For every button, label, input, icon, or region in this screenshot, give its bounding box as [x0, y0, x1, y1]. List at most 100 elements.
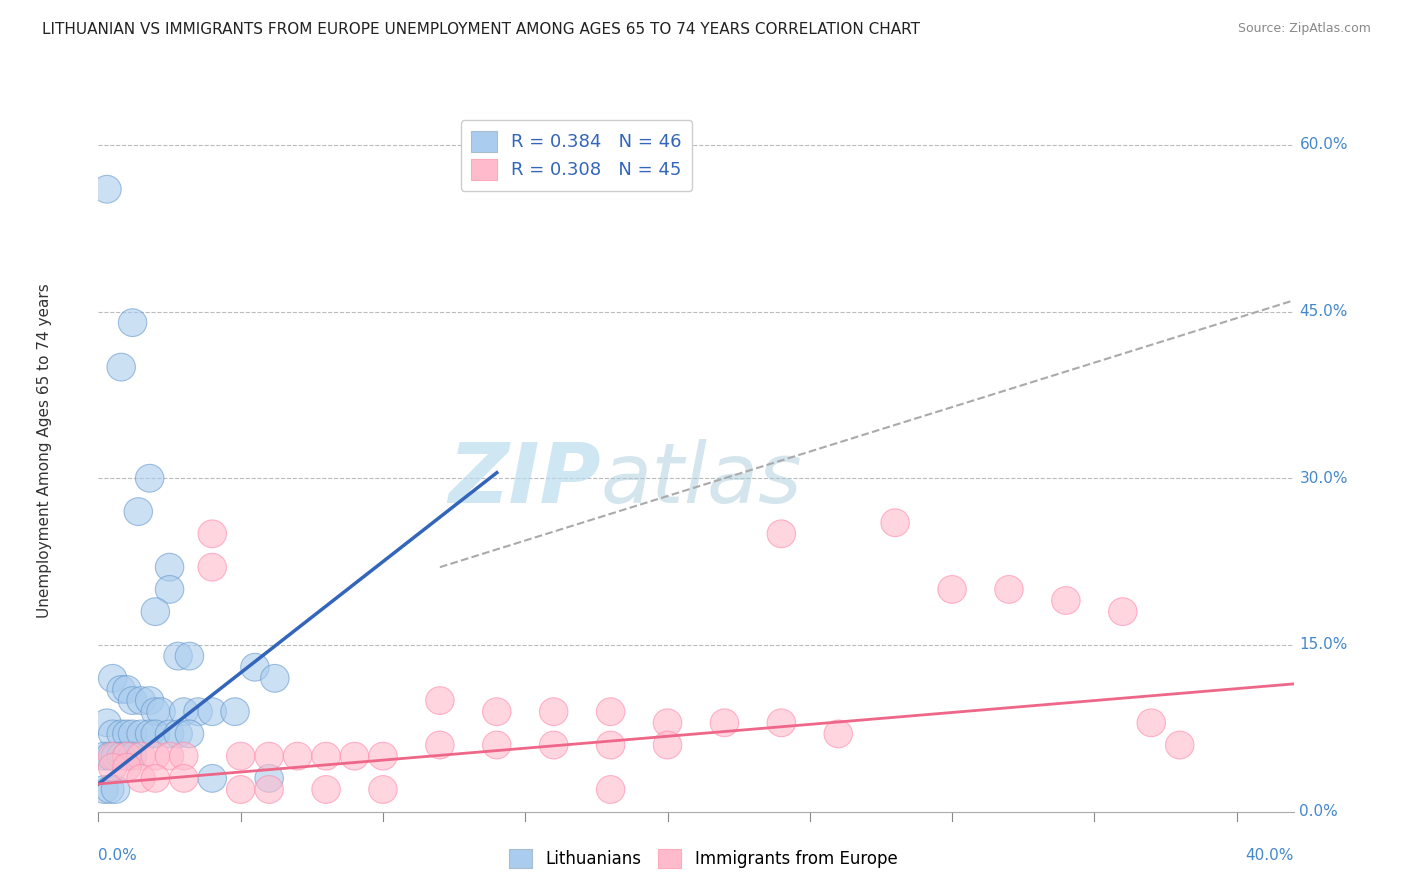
Ellipse shape [340, 742, 368, 770]
Ellipse shape [98, 754, 127, 781]
Text: 15.0%: 15.0% [1299, 638, 1348, 652]
Ellipse shape [107, 720, 135, 747]
Ellipse shape [596, 776, 624, 804]
Ellipse shape [254, 742, 284, 770]
Ellipse shape [654, 731, 682, 759]
Ellipse shape [127, 764, 155, 792]
Ellipse shape [284, 742, 312, 770]
Ellipse shape [226, 776, 254, 804]
Ellipse shape [254, 776, 284, 804]
Ellipse shape [141, 764, 170, 792]
Ellipse shape [135, 687, 165, 714]
Ellipse shape [98, 720, 127, 747]
Legend: R = 0.384   N = 46, R = 0.308   N = 45: R = 0.384 N = 46, R = 0.308 N = 45 [461, 120, 692, 191]
Text: Source: ZipAtlas.com: Source: ZipAtlas.com [1237, 22, 1371, 36]
Ellipse shape [824, 720, 852, 747]
Ellipse shape [118, 720, 146, 747]
Ellipse shape [112, 720, 141, 747]
Ellipse shape [107, 353, 135, 381]
Ellipse shape [938, 575, 966, 603]
Ellipse shape [141, 598, 170, 625]
Text: 30.0%: 30.0% [1299, 471, 1348, 486]
Ellipse shape [170, 764, 198, 792]
Ellipse shape [226, 742, 254, 770]
Text: ZIP: ZIP [447, 439, 600, 520]
Ellipse shape [112, 754, 141, 781]
Ellipse shape [96, 776, 124, 804]
Ellipse shape [368, 776, 398, 804]
Ellipse shape [112, 742, 141, 770]
Ellipse shape [155, 553, 184, 581]
Ellipse shape [118, 742, 146, 770]
Ellipse shape [170, 698, 198, 725]
Ellipse shape [710, 709, 738, 737]
Ellipse shape [98, 742, 127, 770]
Ellipse shape [118, 687, 146, 714]
Ellipse shape [127, 720, 155, 747]
Ellipse shape [426, 687, 454, 714]
Ellipse shape [165, 642, 193, 670]
Ellipse shape [90, 742, 118, 770]
Ellipse shape [995, 575, 1024, 603]
Ellipse shape [368, 742, 398, 770]
Ellipse shape [101, 742, 129, 770]
Ellipse shape [155, 742, 184, 770]
Ellipse shape [155, 575, 184, 603]
Ellipse shape [141, 742, 170, 770]
Text: 0.0%: 0.0% [98, 847, 138, 863]
Ellipse shape [221, 698, 249, 725]
Ellipse shape [596, 698, 624, 725]
Ellipse shape [135, 720, 165, 747]
Text: 0.0%: 0.0% [1299, 805, 1339, 819]
Ellipse shape [482, 731, 510, 759]
Ellipse shape [170, 742, 198, 770]
Ellipse shape [768, 520, 796, 548]
Ellipse shape [198, 764, 226, 792]
Ellipse shape [1166, 731, 1194, 759]
Ellipse shape [198, 520, 226, 548]
Ellipse shape [127, 742, 155, 770]
Ellipse shape [1108, 598, 1137, 625]
Text: atlas: atlas [600, 439, 801, 520]
Ellipse shape [312, 742, 340, 770]
Ellipse shape [176, 720, 204, 747]
Ellipse shape [1137, 709, 1166, 737]
Ellipse shape [118, 309, 146, 336]
Ellipse shape [93, 176, 121, 203]
Ellipse shape [141, 720, 170, 747]
Ellipse shape [124, 498, 152, 525]
Ellipse shape [107, 675, 135, 703]
Ellipse shape [312, 776, 340, 804]
Ellipse shape [112, 675, 141, 703]
Ellipse shape [540, 698, 568, 725]
Ellipse shape [254, 764, 284, 792]
Text: 40.0%: 40.0% [1246, 847, 1294, 863]
Ellipse shape [98, 665, 127, 692]
Ellipse shape [540, 731, 568, 759]
Ellipse shape [112, 742, 141, 770]
Ellipse shape [654, 709, 682, 737]
Ellipse shape [127, 687, 155, 714]
Legend: Lithuanians, Immigrants from Europe: Lithuanians, Immigrants from Europe [502, 842, 904, 875]
Ellipse shape [184, 698, 212, 725]
Text: LITHUANIAN VS IMMIGRANTS FROM EUROPE UNEMPLOYMENT AMONG AGES 65 TO 74 YEARS CORR: LITHUANIAN VS IMMIGRANTS FROM EUROPE UNE… [42, 22, 920, 37]
Ellipse shape [596, 731, 624, 759]
Ellipse shape [146, 698, 176, 725]
Text: Unemployment Among Ages 65 to 74 years: Unemployment Among Ages 65 to 74 years [37, 283, 52, 618]
Ellipse shape [240, 653, 269, 681]
Text: 60.0%: 60.0% [1299, 137, 1348, 153]
Ellipse shape [198, 698, 226, 725]
Ellipse shape [482, 698, 510, 725]
Ellipse shape [176, 642, 204, 670]
Ellipse shape [882, 508, 910, 537]
Ellipse shape [198, 553, 226, 581]
Ellipse shape [141, 698, 170, 725]
Ellipse shape [135, 465, 165, 492]
Ellipse shape [93, 709, 121, 737]
Ellipse shape [155, 720, 184, 747]
Ellipse shape [90, 776, 118, 804]
Ellipse shape [165, 720, 193, 747]
Ellipse shape [1052, 587, 1080, 615]
Ellipse shape [260, 665, 290, 692]
Ellipse shape [101, 776, 129, 804]
